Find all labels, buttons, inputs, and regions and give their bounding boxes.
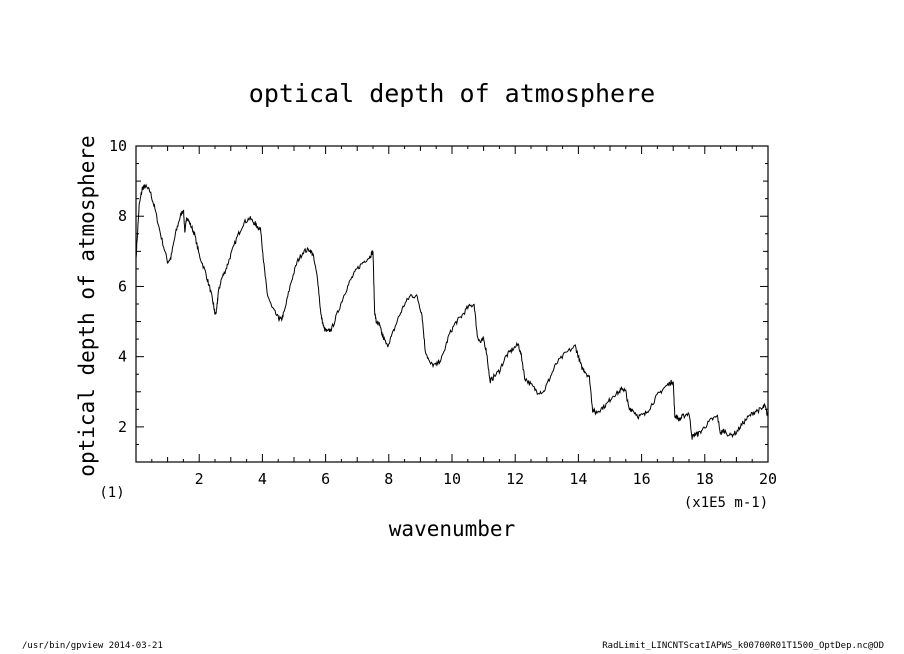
x-tick-label: 12 <box>506 470 524 488</box>
x-tick-label: 8 <box>384 470 393 488</box>
footer-program-date: /usr/bin/gpview 2014-03-21 <box>22 641 163 651</box>
plot-frame <box>135 145 769 463</box>
axis-tick-labels: 2 4 6 8 10 12 14 16 18 20 2 4 6 8 10 <box>109 137 777 488</box>
y-tick-label: 2 <box>118 418 127 436</box>
chart-title: optical depth of atmosphere <box>249 79 655 108</box>
x-tick-label: 4 <box>258 470 267 488</box>
axis-ticks <box>136 145 769 462</box>
x-tick-label: 16 <box>633 470 651 488</box>
x-unit-label: (x1E5 m-1) <box>684 495 768 511</box>
y-unit-label: (1) <box>99 485 124 501</box>
y-tick-label: 4 <box>118 348 127 366</box>
y-axis-label: optical depth of atmosphere <box>75 135 99 476</box>
y-tick-label: 6 <box>118 277 127 295</box>
footer-source-file: RadLimit_LINCNTScatIAPWS_k00700R01T1500_… <box>602 641 884 651</box>
x-tick-label: 10 <box>443 470 461 488</box>
y-tick-label: 8 <box>118 207 127 225</box>
x-tick-label: 18 <box>696 470 714 488</box>
series-line <box>135 183 769 440</box>
x-axis-label: wavenumber <box>389 517 515 541</box>
y-tick-label: 10 <box>109 137 127 155</box>
x-tick-label: 14 <box>569 470 587 488</box>
x-tick-label: 2 <box>195 470 204 488</box>
x-tick-label: 20 <box>759 470 777 488</box>
x-tick-label: 6 <box>321 470 330 488</box>
